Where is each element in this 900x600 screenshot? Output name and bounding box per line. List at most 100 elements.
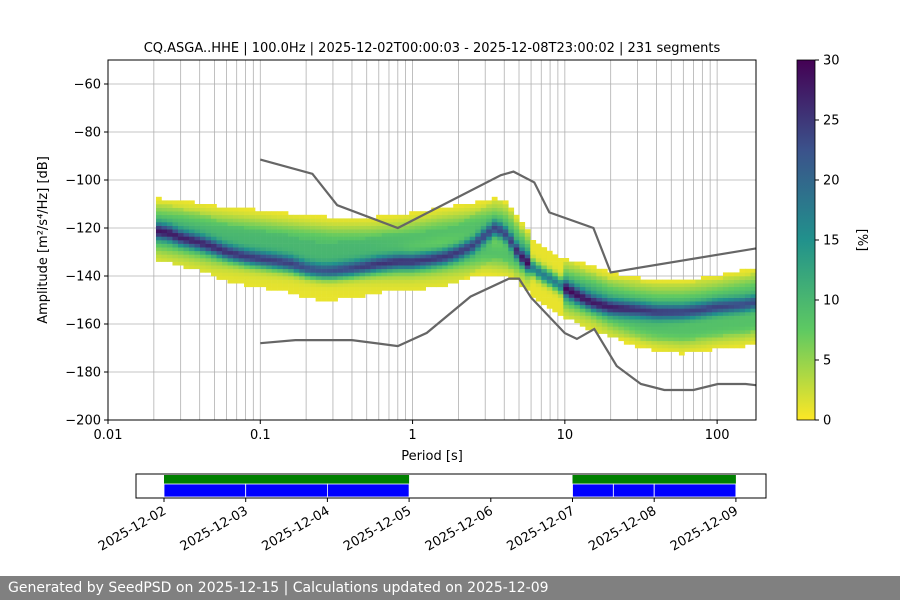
psd-cell bbox=[695, 340, 702, 345]
psd-cell bbox=[574, 272, 581, 277]
psd-cell bbox=[398, 272, 404, 277]
psd-cell bbox=[497, 207, 504, 212]
psd-cell bbox=[640, 308, 647, 313]
psd-cell bbox=[733, 294, 740, 298]
psd-cell bbox=[651, 279, 658, 284]
psd-cell bbox=[662, 330, 669, 334]
psd-cell bbox=[321, 254, 327, 259]
psd-cell bbox=[541, 279, 548, 284]
psd-cell bbox=[370, 225, 377, 230]
psd-cell bbox=[629, 276, 636, 280]
psd-cell bbox=[645, 297, 652, 302]
psd-cell bbox=[634, 330, 641, 334]
psd-cell bbox=[629, 333, 636, 338]
psd-cell bbox=[376, 247, 382, 252]
psd-cell bbox=[332, 276, 338, 280]
psd-cell bbox=[739, 286, 746, 291]
psd-cell bbox=[392, 232, 399, 237]
psd-cell bbox=[612, 319, 619, 324]
psd-cell bbox=[475, 254, 482, 259]
psd-cell bbox=[249, 250, 256, 255]
psd-cell bbox=[464, 236, 471, 241]
psd-cell bbox=[420, 261, 426, 266]
psd-cell bbox=[552, 294, 559, 298]
psd-cell bbox=[585, 319, 592, 324]
psd-cell bbox=[343, 247, 349, 252]
psd-cell bbox=[711, 340, 718, 345]
psd-cell bbox=[332, 222, 338, 226]
psd-cell bbox=[299, 222, 305, 226]
psd-cell bbox=[678, 294, 685, 298]
psd-cell bbox=[183, 207, 190, 212]
psd-cell bbox=[211, 243, 217, 248]
psd-cell bbox=[480, 204, 487, 208]
psd-cell bbox=[662, 301, 669, 306]
psd-cell bbox=[172, 243, 179, 248]
psd-cell bbox=[618, 276, 625, 280]
psd-cell bbox=[310, 261, 316, 266]
psd-cell bbox=[326, 297, 333, 302]
psd-cell bbox=[497, 265, 504, 270]
psd-cell bbox=[662, 337, 669, 342]
psd-cell bbox=[711, 308, 718, 313]
psd-cell bbox=[216, 276, 223, 280]
psd-cell bbox=[194, 258, 201, 262]
psd-cell bbox=[590, 286, 597, 291]
psd-cell bbox=[343, 236, 349, 241]
psd-cell bbox=[667, 330, 674, 334]
psd-cell bbox=[442, 211, 449, 216]
psd-cell bbox=[321, 261, 327, 266]
psd-cell bbox=[266, 272, 272, 277]
psd-cell bbox=[623, 286, 630, 291]
psd-cell bbox=[502, 222, 509, 226]
psd-cell bbox=[458, 247, 465, 252]
psd-cell bbox=[161, 200, 168, 205]
psd-cell bbox=[519, 272, 526, 277]
psd-cell bbox=[332, 218, 338, 223]
psd-cell bbox=[442, 214, 449, 219]
psd-cell bbox=[607, 315, 614, 320]
psd-cell bbox=[177, 232, 184, 237]
psd-cell bbox=[370, 218, 377, 223]
psd-cell bbox=[695, 337, 702, 342]
psd-cell bbox=[579, 290, 586, 295]
y-tick-label: −200 bbox=[65, 414, 101, 429]
psd-cell bbox=[414, 243, 421, 248]
psd-cell bbox=[414, 250, 421, 255]
psd-cell bbox=[568, 290, 575, 295]
psd-cell bbox=[359, 276, 366, 280]
psd-cell bbox=[293, 243, 300, 248]
psd-cell bbox=[310, 232, 316, 237]
psd-cell bbox=[376, 240, 382, 244]
psd-cell bbox=[695, 286, 702, 291]
psd-cell bbox=[387, 225, 393, 230]
psd-cell bbox=[535, 261, 542, 266]
psd-cell bbox=[502, 218, 509, 223]
psd-cell bbox=[552, 276, 559, 280]
psd-cell bbox=[618, 312, 625, 316]
psd-cell bbox=[557, 276, 564, 280]
psd-cell bbox=[458, 272, 465, 277]
psd-cell bbox=[409, 211, 415, 216]
psd-cell bbox=[381, 243, 388, 248]
psd-cell bbox=[315, 232, 322, 237]
x-tick-label: 0.01 bbox=[94, 428, 123, 443]
psd-cell bbox=[728, 312, 735, 316]
psd-cell bbox=[480, 211, 487, 216]
psd-cell bbox=[662, 340, 669, 345]
psd-segment-bar bbox=[245, 483, 328, 498]
psd-cell bbox=[541, 294, 548, 298]
psd-cell bbox=[376, 272, 382, 277]
psd-cell bbox=[436, 236, 443, 241]
psd-cell bbox=[475, 232, 482, 237]
psd-cell bbox=[590, 283, 597, 288]
psd-cell bbox=[155, 225, 162, 230]
psd-cell bbox=[398, 286, 404, 291]
psd-cell bbox=[398, 218, 404, 223]
psd-cell bbox=[623, 326, 630, 331]
psd-cell bbox=[255, 254, 261, 259]
psd-cell bbox=[464, 229, 471, 234]
psd-cell bbox=[354, 243, 360, 248]
psd-cell bbox=[733, 301, 740, 306]
psd-cell bbox=[199, 261, 206, 266]
